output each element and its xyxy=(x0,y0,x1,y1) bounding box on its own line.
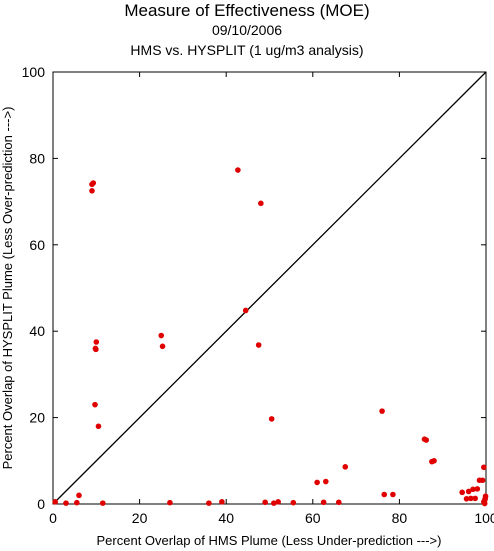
data-point xyxy=(342,464,349,470)
data-point xyxy=(255,342,262,348)
data-point xyxy=(242,307,249,314)
data-point xyxy=(206,500,212,506)
data-point xyxy=(482,493,489,500)
data-point xyxy=(158,332,165,339)
data-point xyxy=(90,180,97,186)
data-point xyxy=(463,496,470,502)
data-point xyxy=(52,499,58,505)
x-tick-label: 80 xyxy=(392,510,408,526)
data-point xyxy=(271,500,277,506)
data-point xyxy=(63,500,69,506)
data-point xyxy=(472,495,478,502)
data-point xyxy=(379,408,385,414)
y-axis-label: Percent Overlap of HYSPLIT Plume (Less O… xyxy=(0,107,15,470)
data-point xyxy=(390,491,396,498)
data-point xyxy=(167,499,173,506)
data-point xyxy=(89,188,95,194)
x-axis-label: Percent Overlap of HMS Plume (Less Under… xyxy=(97,533,442,548)
y-tick-label: 80 xyxy=(29,150,45,166)
data-point xyxy=(93,339,100,345)
data-point xyxy=(470,486,476,493)
data-point xyxy=(258,200,264,207)
data-point xyxy=(290,499,297,506)
data-point xyxy=(468,495,474,502)
x-tick-label: 100 xyxy=(474,510,494,526)
plot-frame xyxy=(52,71,487,505)
data-point xyxy=(423,437,430,443)
y-tick-label: 0 xyxy=(37,496,45,512)
x-tick-label: 0 xyxy=(49,510,57,526)
data-point xyxy=(219,499,225,505)
data-point xyxy=(99,500,106,506)
x-tick-label: 40 xyxy=(218,510,234,526)
y-tick-label: 60 xyxy=(29,237,45,253)
data-point xyxy=(262,499,268,506)
data-point xyxy=(93,346,99,353)
data-point xyxy=(275,499,281,505)
x-tick-label: 20 xyxy=(132,510,148,526)
data-point xyxy=(314,479,320,486)
data-point xyxy=(474,486,481,492)
data-point xyxy=(381,491,388,498)
y-tick-label: 20 xyxy=(29,410,45,426)
chart-subtitle: HMS vs. HYSPLIT (1 ug/m3 analysis) xyxy=(130,42,363,58)
one-to-one-line xyxy=(52,71,487,505)
data-point xyxy=(268,416,275,422)
data-point xyxy=(320,499,327,506)
data-point xyxy=(335,499,342,506)
data-point xyxy=(95,423,102,430)
data-point xyxy=(479,477,486,484)
data-point xyxy=(74,499,80,506)
chart-title: Measure of Effectiveness (MOE) xyxy=(124,1,369,20)
data-point xyxy=(159,343,166,350)
data-point xyxy=(481,499,487,505)
data-point xyxy=(76,492,82,499)
y-tick-label: 100 xyxy=(22,64,46,80)
data-point xyxy=(465,488,472,495)
data-point xyxy=(431,458,437,464)
data-point xyxy=(235,167,241,173)
data-point xyxy=(92,401,98,408)
x-tick-label: 60 xyxy=(305,510,321,526)
data-point xyxy=(322,478,329,485)
y-tick-label: 40 xyxy=(29,323,45,339)
chart-date: 09/10/2006 xyxy=(212,22,282,38)
data-point xyxy=(459,489,465,496)
data-point xyxy=(481,464,487,471)
